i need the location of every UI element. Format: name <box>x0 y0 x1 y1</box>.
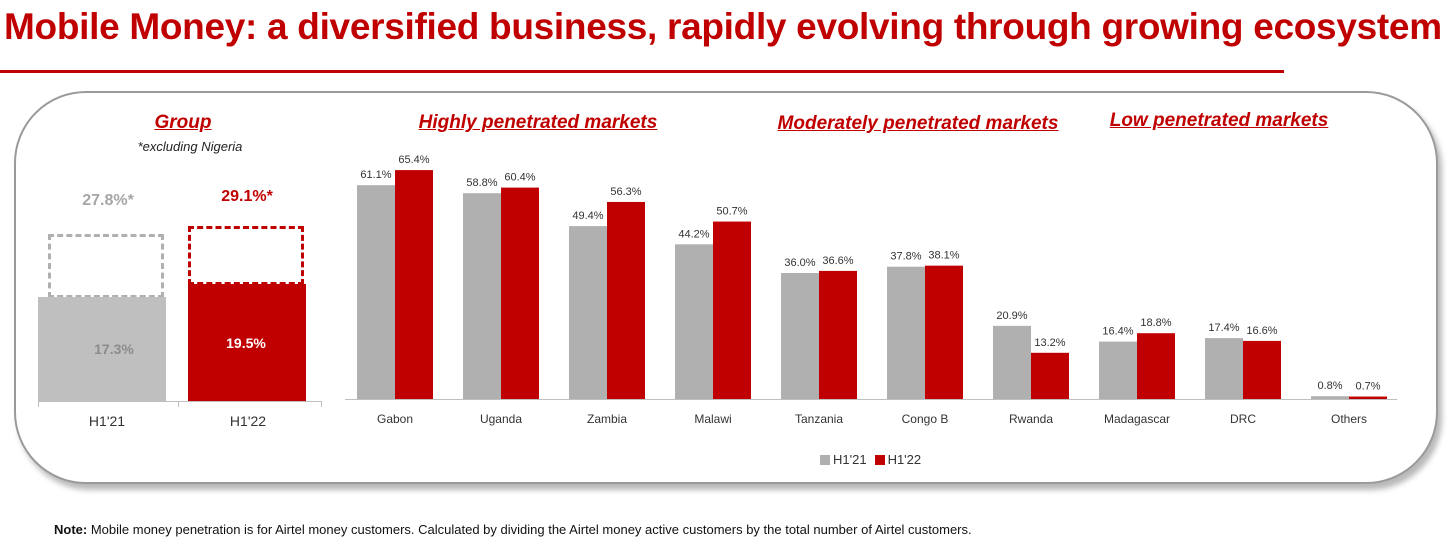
bar-tanzania-h121 <box>781 273 819 399</box>
data-label-madagascar-h121: 16.4% <box>1102 326 1133 338</box>
bar-congo-b-h121 <box>887 266 925 399</box>
group-bar-h122 <box>188 284 306 401</box>
bar-uganda-h121 <box>463 193 501 399</box>
legend-item-h121: H1'21 <box>820 452 867 467</box>
bar-drc-h122 <box>1243 340 1281 399</box>
section-heading-high: Highly penetrated markets <box>418 112 658 133</box>
group-bar-h121 <box>38 297 166 401</box>
legend-label-h122: H1'22 <box>887 452 922 467</box>
data-label-uganda-h121: 58.8% <box>466 177 497 189</box>
category-label-gabon: Gabon <box>377 412 413 426</box>
section-heading-low: Low penetrated markets <box>1109 110 1329 131</box>
bar-malawi-h122 <box>713 221 751 399</box>
bar-congo-b-h122 <box>925 265 963 399</box>
bar-rwanda-h121 <box>993 325 1031 399</box>
group-axis-line <box>38 401 322 402</box>
legend-label-h121: H1'21 <box>833 452 867 467</box>
bar-madagascar-h122 <box>1137 333 1175 399</box>
bar-others-h121 <box>1311 396 1349 399</box>
group-axis-tick <box>178 401 179 407</box>
group-category-label-h122: H1'22 <box>229 413 267 429</box>
group-total-label-h121: 27.8%* <box>82 192 134 209</box>
group-axis-tick <box>38 401 39 407</box>
section-heading-group: Group <box>154 112 212 133</box>
footnote-label: Note: <box>54 522 88 537</box>
data-label-gabon-h122: 65.4% <box>398 154 429 166</box>
group-footnote: *excluding Nigeria <box>137 139 243 154</box>
bar-uganda-h122 <box>501 187 539 399</box>
bar-rwanda-h122 <box>1031 352 1069 399</box>
category-label-drc: DRC <box>1230 412 1256 426</box>
bar-zambia-h122 <box>607 201 645 399</box>
bar-drc-h121 <box>1205 338 1243 399</box>
bar-gabon-h121 <box>357 185 395 399</box>
title-underline <box>0 70 1284 73</box>
bar-madagascar-h121 <box>1099 341 1137 399</box>
footnote: Note: Mobile money penetration is for Ai… <box>54 522 972 537</box>
data-label-uganda-h122: 60.4% <box>504 172 535 184</box>
category-label-uganda: Uganda <box>480 412 522 426</box>
data-label-gabon-h121: 61.1% <box>360 169 391 181</box>
data-label-drc-h121: 17.4% <box>1208 322 1239 334</box>
data-label-congo-b-h122: 38.1% <box>928 250 959 262</box>
category-label-madagascar: Madagascar <box>1104 412 1170 426</box>
category-label-zambia: Zambia <box>587 412 627 426</box>
legend-item-h122: H1'22 <box>874 452 922 467</box>
bar-malawi-h121 <box>675 244 713 399</box>
group-total-outline-h122 <box>188 226 304 285</box>
data-label-drc-h122: 16.6% <box>1246 325 1277 337</box>
data-label-tanzania-h121: 36.0% <box>784 257 815 269</box>
category-label-congo-b: Congo B <box>902 412 949 426</box>
data-label-zambia-h121: 49.4% <box>572 210 603 222</box>
footnote-text: Mobile money penetration is for Airtel m… <box>87 522 972 537</box>
group-total-label-h122: 29.1%* <box>221 188 273 205</box>
chart-legend: H1'21 H1'22 <box>820 452 929 467</box>
group-value-label-h122: 19.5% <box>226 334 266 351</box>
group-total-outline-h121 <box>48 234 164 299</box>
data-label-others-h121: 0.8% <box>1317 380 1342 392</box>
category-label-malawi: Malawi <box>694 412 731 426</box>
data-label-malawi-h121: 44.2% <box>678 228 709 240</box>
group-value-label-h121: 17.3% <box>94 341 134 358</box>
data-label-rwanda-h122: 13.2% <box>1034 337 1065 349</box>
data-label-malawi-h122: 50.7% <box>716 206 747 218</box>
category-label-tanzania: Tanzania <box>795 412 843 426</box>
data-label-others-h122: 0.7% <box>1355 381 1380 393</box>
bar-tanzania-h122 <box>819 270 857 399</box>
data-label-madagascar-h122: 18.8% <box>1140 317 1171 329</box>
section-heading-moderate: Moderately penetrated markets <box>777 113 1059 134</box>
page-title: Mobile Money: a diversified business, ra… <box>4 6 1442 47</box>
legend-swatch-h122 <box>874 454 885 465</box>
data-label-rwanda-h121: 20.9% <box>996 310 1027 322</box>
category-label-rwanda: Rwanda <box>1009 412 1053 426</box>
category-label-others: Others <box>1331 412 1367 426</box>
data-label-congo-b-h121: 37.8% <box>890 251 921 263</box>
group-axis-tick <box>321 401 322 407</box>
data-label-zambia-h122: 56.3% <box>610 186 641 198</box>
bar-gabon-h122 <box>395 170 433 399</box>
bar-zambia-h121 <box>569 226 607 399</box>
group-category-label-h121: H1'21 <box>88 413 126 429</box>
bar-others-h122 <box>1349 396 1387 399</box>
legend-swatch-h121 <box>820 454 830 465</box>
data-label-tanzania-h122: 36.6% <box>822 255 853 267</box>
